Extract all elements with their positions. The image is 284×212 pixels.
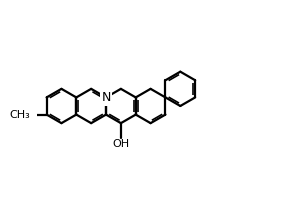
Text: N: N [101,91,111,104]
Text: CH₃: CH₃ [10,110,30,120]
Text: OH: OH [112,139,130,149]
